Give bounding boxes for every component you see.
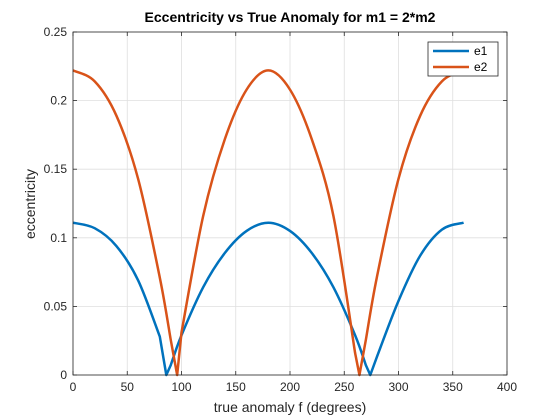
series-line-e1 xyxy=(72,221,464,377)
y-tick-label: 0.15 xyxy=(44,162,68,176)
chart-title: Eccentricity vs True Anomaly for m1 = 2*… xyxy=(145,9,436,25)
x-tick-label: 100 xyxy=(171,380,191,394)
y-tick-label: 0.1 xyxy=(50,231,67,245)
legend-label-e1: e1 xyxy=(474,44,488,58)
x-tick-label: 300 xyxy=(388,380,408,394)
series-line-e2 xyxy=(72,69,465,377)
y-axis-label: eccentricity xyxy=(22,169,38,239)
legend: e1 e2 xyxy=(427,41,499,77)
y-axis: 0 0.05 0.1 0.15 0.2 0.25 xyxy=(44,25,507,382)
y-tick-label: 0.2 xyxy=(50,94,67,108)
x-tick-label: 350 xyxy=(443,380,463,394)
series-layer xyxy=(72,69,465,377)
x-tick-label: 400 xyxy=(497,380,517,394)
x-tick-label: 0 xyxy=(70,380,77,394)
legend-box xyxy=(427,41,499,77)
x-tick-label: 200 xyxy=(280,380,300,394)
legend-label-e2: e2 xyxy=(474,60,488,74)
x-tick-label: 150 xyxy=(226,380,246,394)
y-tick-label: 0.05 xyxy=(44,299,68,313)
y-tick-label: 0 xyxy=(60,368,67,382)
x-axis-label: true anomaly f (degrees) xyxy=(214,399,367,415)
x-axis: 0 50 100 150 200 250 300 350 400 xyxy=(70,32,517,394)
x-tick-label: 50 xyxy=(121,380,135,394)
x-tick-label: 250 xyxy=(334,380,354,394)
y-tick-label: 0.25 xyxy=(44,25,68,39)
